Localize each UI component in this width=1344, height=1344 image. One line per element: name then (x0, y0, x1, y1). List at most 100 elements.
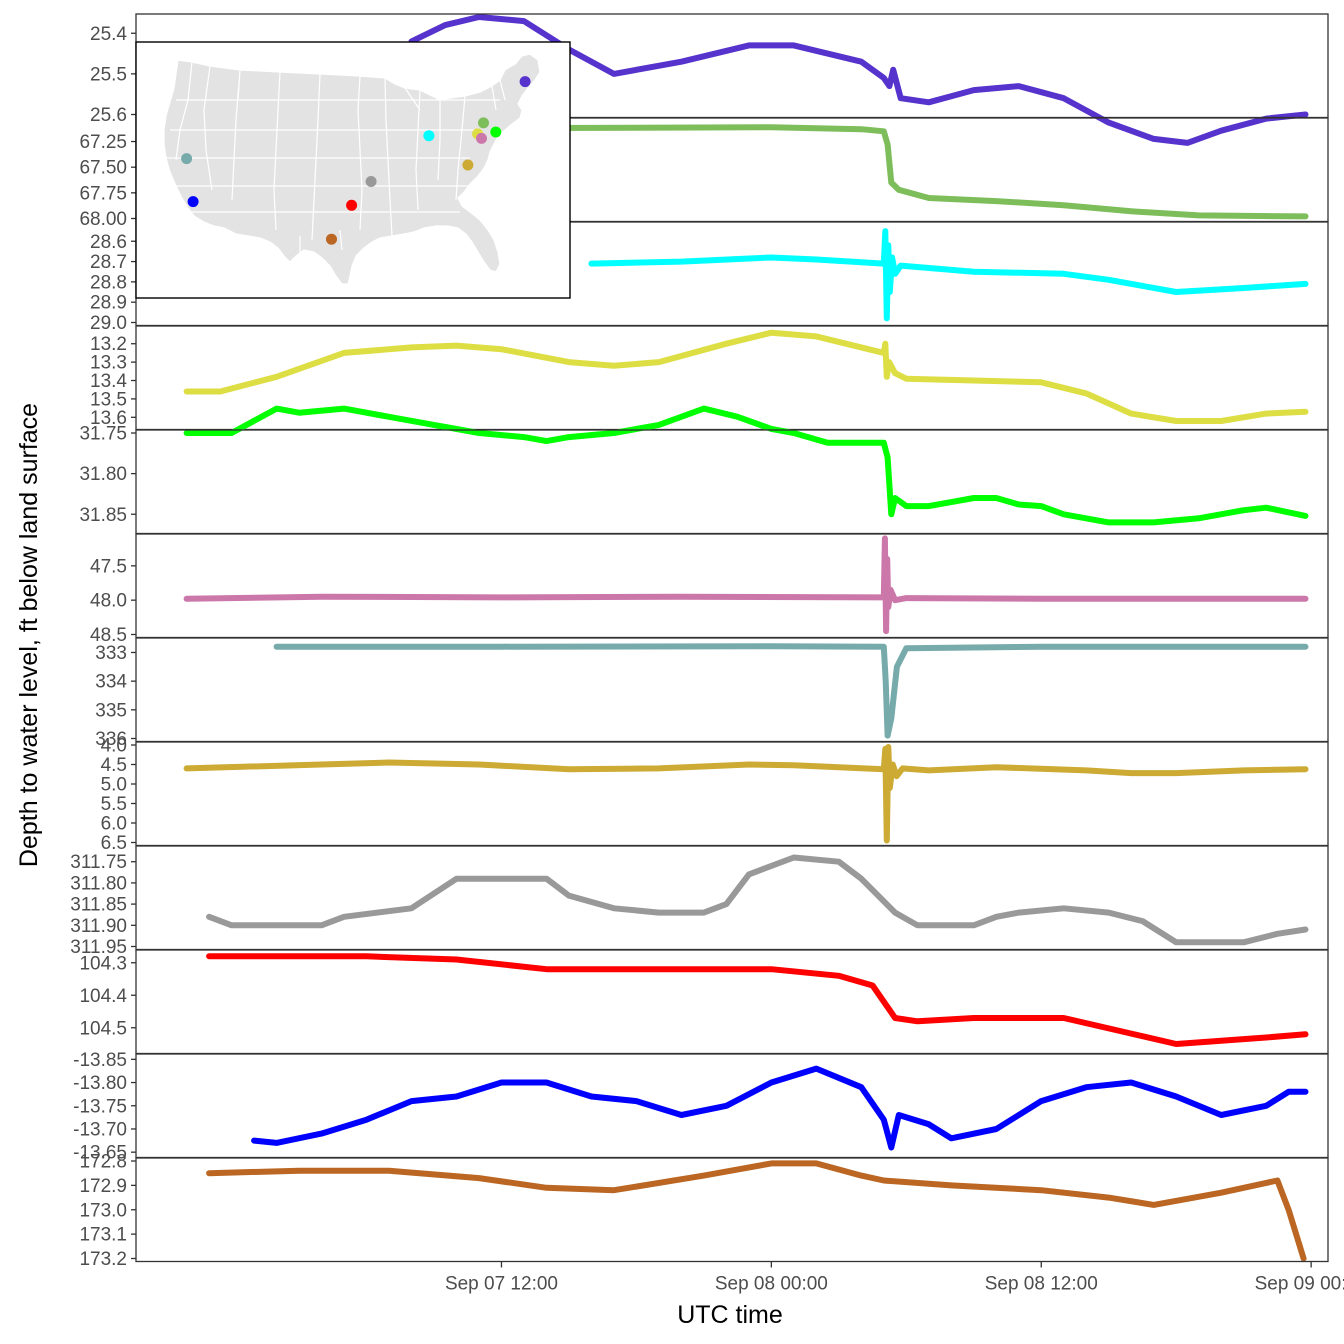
series-line-10 (206, 953, 1309, 1047)
y-tick-label: -13.80 (73, 1073, 127, 1094)
y-tick-label: 333 (95, 643, 127, 664)
y-tick-label: 68.00 (79, 209, 127, 230)
y-tick-label: 67.75 (79, 183, 127, 204)
series-line-12 (206, 1160, 1307, 1262)
y-tick-label: 67.25 (79, 132, 127, 153)
panel-12: 172.8 172.9 173.0 173.1 173.2 (79, 1152, 1329, 1270)
panel-8: 4.04.55.05.56.06.5 (101, 736, 1329, 854)
y-tick-label: 4.5 (101, 755, 127, 776)
y-tick-label: 48.5 (90, 625, 127, 646)
panel-10: 104.3 104.4 104.5 (79, 949, 1329, 1055)
x-tick-label: Sep 08 12:00 (985, 1274, 1098, 1295)
us-outline (163, 53, 541, 285)
y-tick-label: 335 (95, 700, 127, 721)
series-line-5 (183, 405, 1309, 526)
x-axis: Sep 07 12:00 Sep 08 00:00 Sep 08 12:00 Sep … (445, 1261, 1344, 1295)
well-marker-7 (181, 153, 193, 165)
well-marker-2 (478, 117, 489, 129)
panel-border (135, 533, 1329, 639)
well-marker-9 (365, 176, 377, 187)
y-tick-label: 336 (95, 729, 127, 750)
y-tick-label: 334 (95, 672, 127, 693)
y-tick-label: -13.65 (73, 1143, 127, 1164)
panel-border (135, 429, 1329, 535)
y-tick-label: 13.4 (90, 371, 127, 392)
us-map (163, 53, 541, 285)
well-marker-12 (326, 233, 337, 245)
y-tick-label: 25.4 (90, 24, 127, 45)
series-line-3 (588, 228, 1309, 322)
y-tick-label: 311.90 (70, 916, 127, 937)
y-tick-label: 172.9 (79, 1176, 127, 1197)
state-borders (166, 61, 506, 260)
y-tick-label: 104.5 (79, 1018, 127, 1039)
y-tick-label: -13.85 (73, 1050, 127, 1071)
y-tick-label: 28.8 (90, 272, 127, 293)
plot-panels: 25.4 25.5 25.6 67.25 67.50 67.75 68.0028.628.7… (70, 13, 1329, 1270)
y-tick-label: 28.6 (90, 232, 127, 253)
y-tick-label: 173.1 (79, 1225, 127, 1246)
panel-border (135, 637, 1329, 743)
series-line-6 (183, 535, 1309, 635)
y-tick-label: 28.9 (90, 293, 127, 314)
y-tick-label: 25.5 (90, 64, 127, 85)
series-line-4 (183, 329, 1309, 424)
y-tick-label: 5.5 (101, 794, 127, 815)
panel-4: 13.213.313.413.513.6 (90, 325, 1329, 431)
x-axis-title: UTC time (677, 1301, 783, 1329)
series-line-7 (273, 643, 1309, 739)
y-tick-label: 5.0 (101, 775, 127, 796)
well-marker-11 (187, 196, 199, 208)
y-tick-label: 104.4 (79, 986, 127, 1007)
y-tick-label: 48.0 (90, 591, 127, 612)
y-tick-label: -13.70 (73, 1119, 127, 1140)
well-location-markers (181, 76, 531, 245)
y-tick-label: 173.2 (79, 1249, 127, 1270)
x-tick-label: Sep 09 00:00 (1255, 1274, 1344, 1295)
y-tick-label: 6.0 (101, 814, 127, 835)
y-tick-label: 31.75 (79, 424, 127, 445)
panel-5: 31.75 31.80 31.85 (79, 405, 1329, 535)
y-tick-label: 311.95 (70, 937, 127, 958)
well-marker-5 (490, 126, 502, 138)
y-tick-label: 4.0 (101, 736, 127, 757)
y-axis-title: Depth to water level, ft below land surf… (15, 403, 43, 867)
well-marker-1 (519, 76, 531, 88)
y-tick-label: 31.85 (79, 505, 127, 526)
y-tick-label: 31.80 (79, 464, 127, 485)
y-tick-label: 13.5 (90, 389, 127, 410)
well-marker-6 (476, 132, 487, 144)
panel-11: -13.85-13.80-13.75-13.70 -13.65 (73, 1050, 1329, 1164)
series-line-9 (206, 854, 1309, 946)
well-marker-10 (346, 199, 358, 211)
inset-map (135, 41, 571, 299)
y-tick-label: -13.75 (73, 1096, 127, 1117)
well-marker-8 (462, 159, 474, 171)
y-tick-label: 311.80 (70, 873, 127, 894)
panel-6: 47.5 48.0 48.5 (90, 533, 1329, 646)
y-tick-label: 47.5 (90, 556, 127, 577)
panel-7: 333 334 335 336 (95, 637, 1329, 750)
y-tick-label: 67.50 (79, 158, 127, 179)
panel-border (135, 1157, 1329, 1263)
y-tick-label: 311.85 (70, 895, 127, 916)
x-tick-label: Sep 07 12:00 (445, 1274, 558, 1295)
y-tick-label: 13.2 (90, 334, 127, 355)
y-tick-label: 25.6 (90, 105, 127, 126)
y-tick-label: 13.6 (90, 408, 127, 429)
y-tick-label: 172.8 (79, 1152, 127, 1173)
y-tick-label: 28.7 (90, 252, 127, 273)
well-marker-3 (423, 130, 435, 142)
y-tick-label: 173.0 (79, 1200, 127, 1221)
series-line-2 (183, 124, 1309, 220)
x-tick-label: Sep 08 00:00 (715, 1274, 828, 1295)
panel-border (135, 741, 1329, 847)
y-tick-label: 104.3 (79, 953, 127, 974)
y-tick-label: 29.0 (90, 313, 127, 334)
y-tick-label: 6.5 (101, 833, 127, 854)
series-line-11 (251, 1065, 1309, 1151)
y-tick-label: 311.75 (70, 852, 127, 873)
y-tick-label: 13.3 (90, 353, 127, 374)
